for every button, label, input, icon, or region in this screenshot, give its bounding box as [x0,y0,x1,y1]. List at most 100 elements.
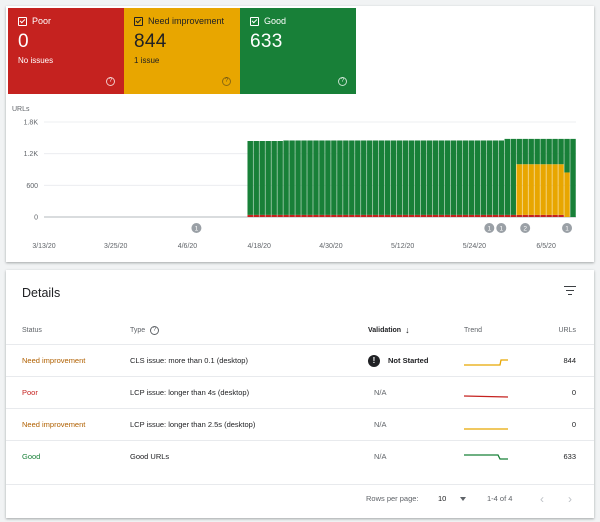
bar-good [414,140,421,215]
bar-good [313,140,319,215]
bar-good [444,140,451,215]
bar-need-improvement [534,164,540,215]
bar-good [432,140,439,215]
annotation-label: 2 [523,226,527,233]
bar-poor [420,214,427,217]
bar-good [510,138,516,215]
help-icon[interactable]: ? [106,77,115,86]
bar-good [552,138,558,165]
annotation-marker [191,223,202,233]
col-validation-label: Validation [368,326,402,334]
bar-poor [378,214,385,217]
bar-poor [271,214,277,217]
col-urls[interactable]: URLs [558,326,576,334]
tile-poor[interactable]: Poor 0 No issues ? [8,8,124,94]
bar-good [522,138,528,165]
bar-poor [402,214,409,217]
row-urls: 844 [563,356,576,365]
bar-poor [289,214,295,217]
arrow-down-icon[interactable]: ↓ [405,325,410,335]
help-icon[interactable]: ? [338,77,347,86]
table-row[interactable]: Good Good URLs N/A 633 [6,440,594,472]
checkbox-icon[interactable] [18,16,27,26]
dropdown-icon[interactable] [460,496,467,501]
table-row[interactable]: Need improvement CLS issue: more than 0.1… [6,344,594,376]
help-icon[interactable]: ? [222,77,231,86]
bar-good [301,140,307,215]
bar-good [331,140,337,215]
bar-good [396,140,403,215]
bar-poor [325,214,331,217]
col-status[interactable]: Status [22,326,42,334]
prev-page-icon[interactable]: ‹ [540,491,544,506]
table-row[interactable]: Poor LCP issue: longer than 4s (desktop) N… [6,376,594,408]
tile-need-improvement[interactable]: Need improvement 844 1 issue ? [124,8,240,94]
tile-poor-value: 0 [18,31,29,52]
bar-good [504,138,510,215]
bar-poor [468,214,475,217]
tile-good[interactable]: Good 633 ? [240,8,356,94]
y-tick-label: 1.8K [24,120,39,127]
row-type: CLS issue: more than 0.1 (desktop) [130,356,248,365]
bar-good [450,140,457,215]
bar-poor [534,214,540,217]
bar-poor [480,214,487,217]
filter-icon[interactable] [564,286,576,296]
tile-need-label: Need improvement [148,16,225,26]
row-urls: 0 [571,388,576,397]
y-tick-label: 1.2K [24,151,39,158]
x-tick-label: 3/25/20 [104,243,127,250]
bar-poor [396,214,403,217]
bar-good [289,140,295,215]
rows-per-page-select[interactable]: 10 [438,485,467,512]
trend-line [464,453,508,460]
table-row[interactable]: Need improvement LCP issue: longer than 2… [6,408,594,440]
row-status: Good [22,452,41,461]
tile-need-sub: 1 issue [134,56,160,65]
trend-sparkline [464,358,508,366]
bar-good [558,138,564,165]
bar-poor [432,214,439,217]
bar-poor [522,214,528,217]
bar-poor [528,214,534,217]
x-tick-label: 4/30/20 [319,243,342,250]
trend-line [464,394,508,398]
chart-card: Poor 0 No issues ? Need improvement 844 … [6,6,594,262]
page-range: 1-4 of 4 [487,494,513,503]
trend-sparkline [464,453,508,460]
bar-poor [349,214,355,217]
row-validation: N/A [374,388,387,397]
bar-poor [265,214,271,217]
bar-good [283,140,289,215]
bar-good [402,140,409,215]
bar-poor [277,214,283,217]
bar-poor [384,214,391,217]
tile-need-value: 844 [134,31,167,52]
x-tick-label: 3/13/20 [32,243,55,250]
trend-line [464,358,508,366]
pagination: Rows per page: 10 1-4 of 4 ‹ › [6,484,594,512]
row-trend [464,345,508,376]
bar-poor [486,214,493,217]
bar-poor [558,214,564,217]
bar-good [492,140,499,215]
tile-good-label: Good [264,16,287,26]
bar-good [307,140,313,215]
trend-sparkline [464,394,508,398]
col-validation[interactable]: Validation ↓ [368,316,410,344]
bar-good [337,140,343,215]
bar-good [516,138,522,165]
bar-good [480,140,487,215]
bar-good [486,140,493,215]
annotation-marker [496,223,507,233]
bar-need-improvement [516,164,522,215]
bar-good [265,141,271,215]
next-page-icon[interactable]: › [568,491,572,506]
checkbox-icon[interactable] [250,16,259,26]
warning-icon: ! [368,354,380,367]
bar-poor [283,214,289,217]
help-icon[interactable]: ? [150,325,160,335]
col-type[interactable]: Type? [130,316,160,344]
checkbox-icon[interactable] [134,16,143,26]
x-tick-label: 5/12/20 [391,243,414,250]
